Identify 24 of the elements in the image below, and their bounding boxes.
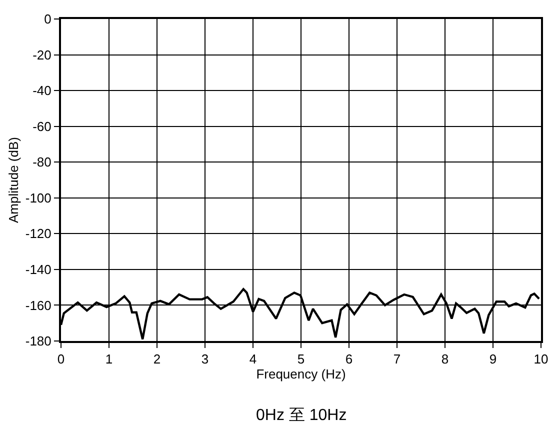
y-tick-label: -80 (32, 154, 52, 170)
x-tick-label: 8 (441, 352, 449, 367)
x-tick-label: 3 (201, 352, 209, 367)
x-tick-label: 0 (57, 352, 65, 367)
x-tick-label: 7 (393, 352, 401, 367)
x-tick-label: 5 (297, 352, 305, 367)
y-tick-label: 0 (44, 12, 52, 27)
y-tick-label: -40 (32, 83, 52, 98)
y-tick-label: -160 (25, 298, 52, 313)
text: 0Hz 至 10Hz (256, 407, 347, 423)
x-axis-title: Frequency (Hz) (256, 366, 346, 382)
y-tick-label: -120 (25, 226, 52, 242)
x-tick-label: 2 (153, 352, 161, 367)
y-tick-label: -140 (25, 262, 52, 277)
x-tick-label: 10 (534, 352, 548, 367)
x-tick-label: 1 (105, 352, 113, 367)
y-tick-label: -100 (25, 190, 52, 206)
y-tick-label: -180 (25, 334, 52, 349)
x-tick-label: 9 (489, 352, 497, 367)
x-tick-label: 4 (249, 352, 257, 367)
y-axis-title: Amplitude (dB) (6, 137, 21, 223)
y-tick-label: -60 (32, 118, 52, 134)
x-tick-label: 6 (345, 352, 353, 367)
y-tick-label: -20 (32, 47, 52, 62)
